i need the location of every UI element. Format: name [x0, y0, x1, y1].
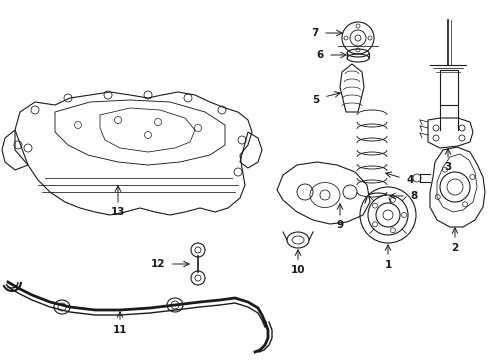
- Text: 5: 5: [313, 95, 319, 105]
- Text: 10: 10: [291, 265, 305, 275]
- Text: 4: 4: [406, 175, 414, 185]
- Text: 12: 12: [151, 259, 165, 269]
- Text: 6: 6: [317, 50, 323, 60]
- Text: 3: 3: [444, 162, 452, 172]
- Text: 9: 9: [337, 220, 343, 230]
- Text: 11: 11: [113, 325, 127, 335]
- Text: 2: 2: [451, 243, 459, 253]
- Text: 7: 7: [311, 28, 318, 38]
- Text: 8: 8: [410, 191, 417, 201]
- Text: 1: 1: [384, 260, 392, 270]
- Text: 13: 13: [111, 207, 125, 217]
